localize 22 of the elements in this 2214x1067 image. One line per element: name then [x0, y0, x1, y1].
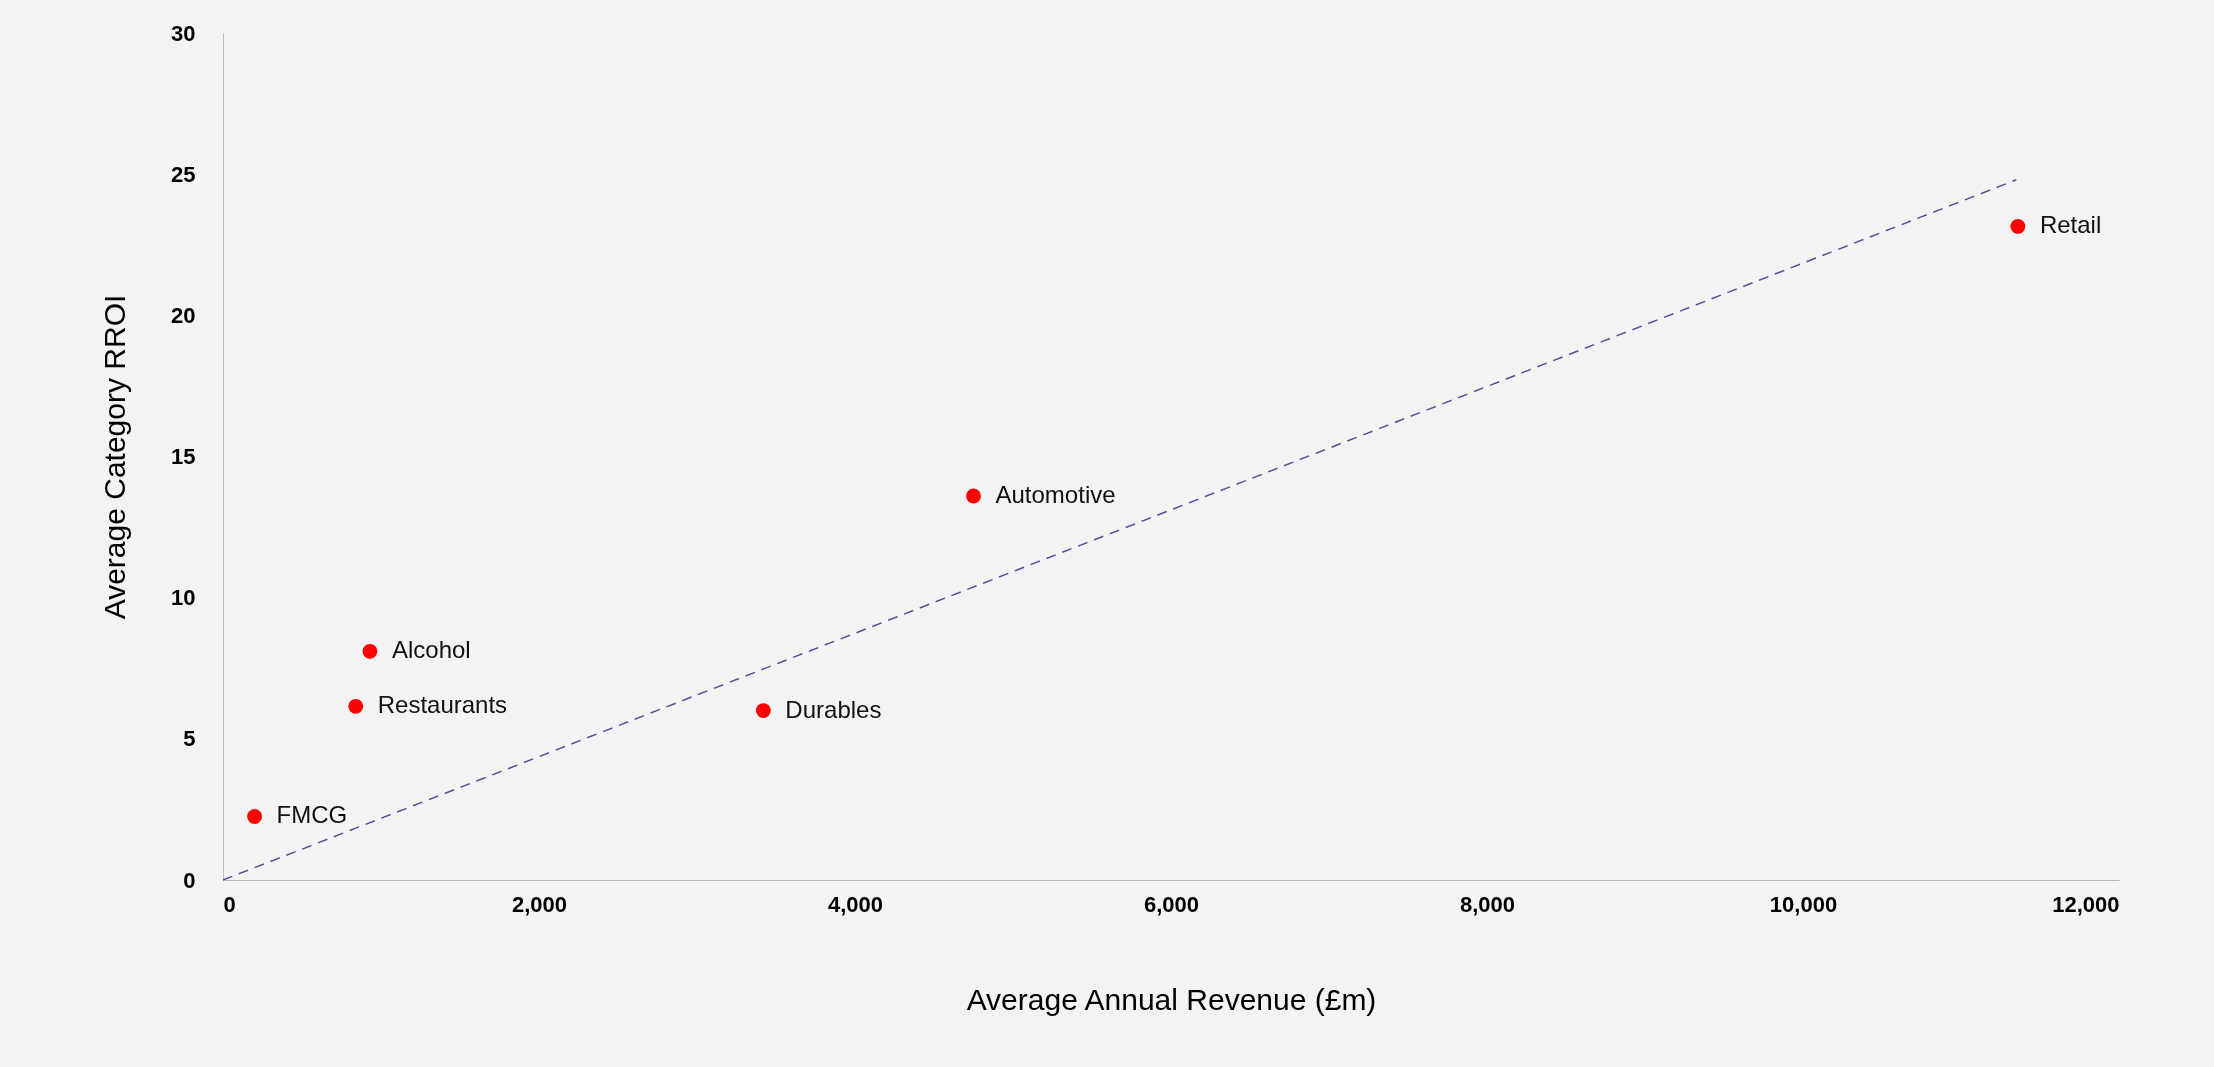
- annotation: Alcohol: [391, 636, 471, 664]
- y-tick-label: 0: [183, 867, 196, 893]
- annotation: Retail: [2039, 211, 2102, 239]
- y-tick-label: 25: [171, 161, 196, 187]
- x-tick-label: 8,000: [1459, 891, 1516, 917]
- x-tick-label: 2,000: [511, 891, 568, 917]
- y-tick-label: 20: [171, 302, 196, 328]
- x-tick-label: 0: [223, 891, 236, 917]
- x-axis-title: Average Annual Revenue (£m): [966, 982, 1377, 1016]
- y-tick-label: 5: [183, 726, 196, 752]
- x-tick-label: 10,000: [1769, 891, 1838, 917]
- x-tick-label: 4,000: [827, 891, 884, 917]
- x-tick-label: 12,000: [2052, 891, 2120, 917]
- annotation: Durables: [785, 695, 882, 723]
- y-axis-title: Average Category RROI: [98, 294, 132, 620]
- y-tick-label: 15: [171, 444, 196, 469]
- y-tick-label: 10: [171, 585, 196, 611]
- annotation: Restaurants: [377, 691, 508, 719]
- annotation: Automotive: [995, 481, 1116, 509]
- annotation: FMCG: [276, 801, 348, 829]
- x-tick-label: 6,000: [1143, 891, 1200, 917]
- y-tick-label: 30: [171, 20, 196, 46]
